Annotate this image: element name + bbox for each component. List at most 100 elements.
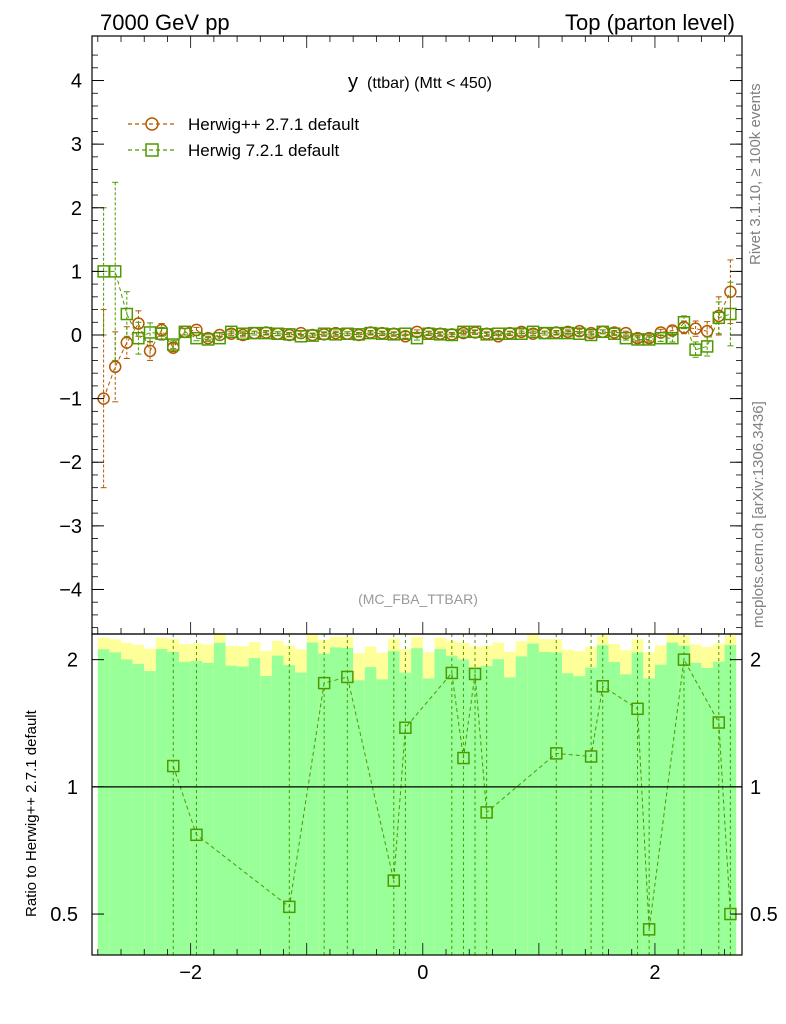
main-ytick-label: −4 xyxy=(59,579,82,601)
band-green xyxy=(306,642,319,955)
legend-label-herwigpp: Herwig++ 2.7.1 default xyxy=(188,115,359,134)
band-green xyxy=(678,645,690,955)
ratio-point-square xyxy=(677,653,691,666)
ratio-point-square xyxy=(550,747,563,760)
main-ytick-label: 3 xyxy=(71,134,82,156)
band-green xyxy=(237,666,249,955)
legend-circle-marker xyxy=(145,117,159,131)
band-green xyxy=(504,677,516,955)
ratio-bands xyxy=(97,634,737,955)
data-point-square xyxy=(178,325,192,339)
ratio-ylabel: Ratio to Herwig++ 2.7.1 default xyxy=(23,709,40,917)
axes: −4 −3 −2 −1 0 1 2 3 4 −2 0 2 0.5 0.5 1 1 2 2 xyxy=(50,35,778,984)
ratio-point-square xyxy=(341,670,354,684)
ratio-point-square xyxy=(399,721,412,734)
band-green xyxy=(132,663,145,955)
band-green xyxy=(515,656,528,955)
main-ytick-label: 1 xyxy=(71,261,82,283)
band-green xyxy=(422,678,435,955)
band-green xyxy=(155,649,168,955)
band-green xyxy=(620,674,632,955)
band-green xyxy=(527,643,539,955)
header-right: Top (parton level) xyxy=(565,10,735,35)
band-green xyxy=(121,659,133,955)
main-ytick-label: −1 xyxy=(59,389,82,411)
band-green xyxy=(457,659,470,955)
band-green xyxy=(608,661,621,955)
band-green xyxy=(248,658,261,955)
legend-square-marker xyxy=(145,143,159,157)
ratio-point-square xyxy=(596,680,609,693)
data-point-square xyxy=(120,307,134,321)
ratio-point-square xyxy=(445,666,459,680)
band-green xyxy=(202,662,214,955)
header-left: 7000 GeV pp xyxy=(100,10,230,35)
data-point-circle xyxy=(108,360,122,374)
ratio-xtick-label: 2 xyxy=(649,962,660,984)
plot-title: y (ttbar) (Mtt < 450) xyxy=(348,71,492,93)
watermark: (MC_FBA_TTBAR) xyxy=(358,591,478,607)
band-green xyxy=(179,661,191,955)
band-green xyxy=(376,679,388,955)
band-green xyxy=(573,676,586,955)
band-green xyxy=(271,655,284,955)
ratio-point-square xyxy=(387,874,401,887)
band-green xyxy=(538,651,551,955)
band-green xyxy=(399,672,412,955)
band-green xyxy=(213,642,226,955)
ratio-plot-data xyxy=(167,634,737,955)
ratio-point-square xyxy=(712,716,726,729)
ratio-ytick-label: 0.5 xyxy=(50,904,78,926)
ratio-point-square xyxy=(631,702,644,716)
band-green xyxy=(596,645,609,955)
ratio-point-square xyxy=(167,759,180,773)
band-green xyxy=(446,655,458,955)
band-green xyxy=(329,647,342,955)
data-point-square xyxy=(213,331,226,345)
ratio-point-square xyxy=(317,676,331,690)
data-point-square xyxy=(700,340,714,353)
ratio-ytick-label: 1 xyxy=(67,777,78,799)
ratio-frame xyxy=(91,633,743,956)
ratio-point-square xyxy=(190,828,203,842)
band-green xyxy=(689,662,702,955)
ratio-point-square xyxy=(468,667,482,681)
ratio-ytick-label: 2 xyxy=(67,650,78,672)
ratio-point-square xyxy=(480,806,493,819)
legend-label-herwig7: Herwig 7.2.1 default xyxy=(188,141,339,160)
main-plot-data xyxy=(97,181,737,489)
band-green xyxy=(701,667,713,955)
plot-title-main: y xyxy=(348,71,358,93)
band-green xyxy=(666,642,679,955)
plot-title-detail: (ttbar) (Mtt < 450) xyxy=(367,75,492,92)
band-green xyxy=(724,645,737,955)
band-green xyxy=(562,673,574,955)
band-green xyxy=(353,680,365,955)
main-ytick-label: 0 xyxy=(71,325,82,347)
data-point-circle xyxy=(143,344,157,358)
mcplots-label: mcplots.cern.ch [arXiv:1306.3436] xyxy=(750,401,767,628)
band-green xyxy=(295,672,307,955)
data-point-square xyxy=(155,327,168,340)
ratio-xtick-label: 0 xyxy=(417,962,428,984)
band-green xyxy=(469,667,481,955)
ratio-ytick-label-right: 1 xyxy=(750,777,761,799)
band-green xyxy=(260,675,272,955)
band-green xyxy=(144,671,156,955)
ratio-point-square xyxy=(584,750,598,763)
legend-entry-herwig7: Herwig 7.2.1 default xyxy=(128,141,339,160)
data-point-square xyxy=(666,331,679,345)
main-ytick-label: 2 xyxy=(71,198,82,220)
band-green xyxy=(585,667,597,955)
band-green xyxy=(97,649,110,955)
band-green xyxy=(364,667,377,955)
ratio-ytick-label-right: 0.5 xyxy=(750,904,778,926)
band-green xyxy=(341,647,354,955)
main-ytick-label: −3 xyxy=(59,516,82,538)
main-ytick-label: −2 xyxy=(59,452,82,474)
band-green xyxy=(225,665,238,955)
band-green xyxy=(654,664,667,955)
legend: Herwig++ 2.7.1 default Herwig 7.2.1 defa… xyxy=(128,115,359,160)
band-green xyxy=(434,649,447,955)
